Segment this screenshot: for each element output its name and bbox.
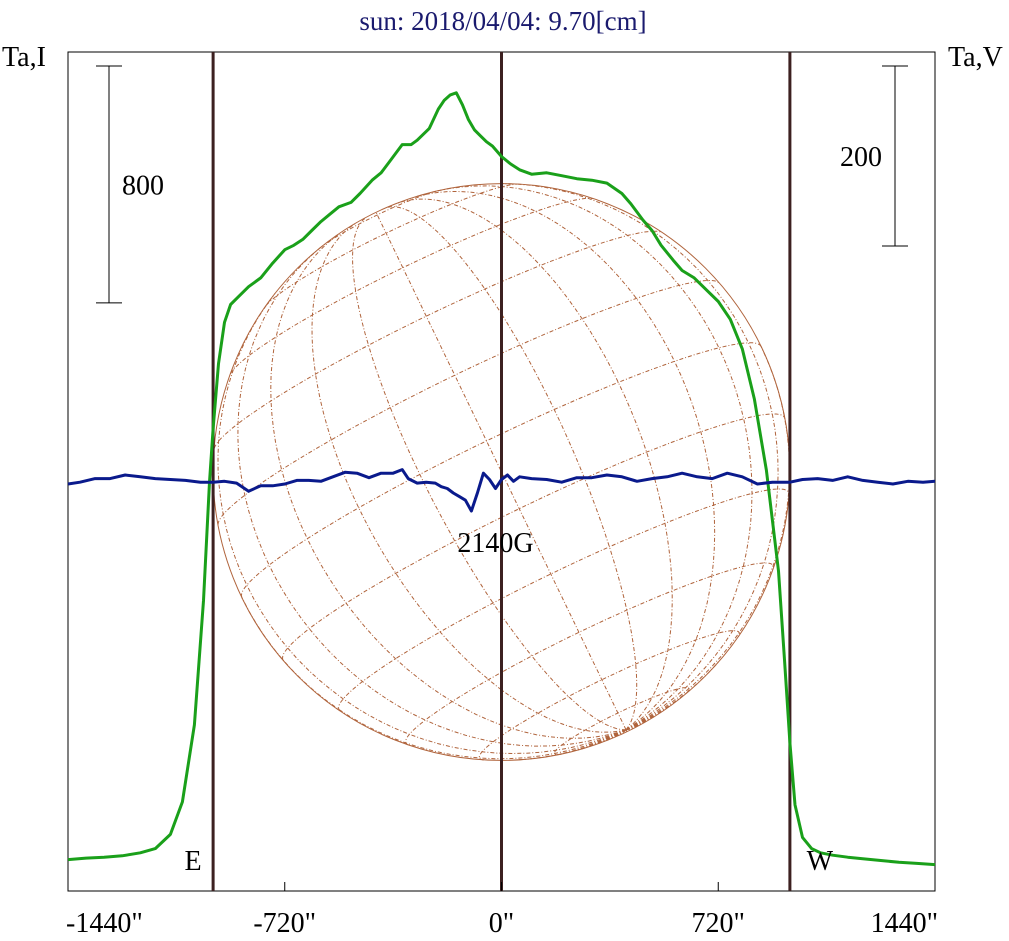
- longitude-line: [514, 729, 627, 761]
- solar-disk: [212, 183, 791, 761]
- left-axis-label: Ta,I: [2, 42, 46, 73]
- longitude-line: [502, 183, 779, 731]
- x-tick-label: 1440": [871, 908, 938, 939]
- latitude-line: [240, 342, 762, 598]
- longitude-line: [375, 212, 627, 731]
- latitude-line: [405, 562, 775, 746]
- longitude-line: [577, 729, 627, 751]
- data-series: [67, 91, 936, 867]
- limb-marker-e: E: [185, 846, 202, 877]
- longitude-line: [625, 346, 790, 731]
- longitude-line: [270, 233, 627, 739]
- longitude-line: [625, 704, 672, 731]
- longitude-line: [241, 597, 627, 760]
- polarization-series-line: [67, 468, 936, 513]
- latitude-line: [337, 488, 790, 712]
- scale-bars: 800 200: [96, 65, 908, 304]
- x-tick-label: 720": [692, 908, 745, 939]
- latitude-line: [265, 183, 518, 306]
- latitude-line: [229, 197, 594, 375]
- latitude-line: [213, 230, 662, 449]
- intensity-scale-label: 800: [122, 170, 164, 201]
- chart-title: sun: 2018/04/04: 9.70[cm]: [359, 6, 646, 36]
- longitude-line: [437, 185, 753, 731]
- x-tick-label: 0": [489, 908, 514, 939]
- intensity-series-line: [67, 91, 936, 867]
- latitude-line: [319, 189, 440, 249]
- x-tick-label: -1440": [66, 908, 143, 939]
- longitude-line: [351, 217, 627, 731]
- limb-lines: [211, 52, 792, 891]
- longitude-line: [396, 198, 673, 731]
- longitude-line: [415, 190, 716, 731]
- x-tick-label: -720": [253, 908, 316, 939]
- longitude-line: [311, 222, 627, 733]
- right-axis-label: Ta,V: [948, 42, 1003, 73]
- longitude-line: [625, 727, 635, 731]
- polarization-scale-label: 200: [840, 142, 882, 173]
- x-axis-ticks: -1440" -720" 0" 720" 1440": [66, 882, 938, 939]
- longitude-line: [386, 206, 638, 731]
- longitude-line: [625, 661, 720, 731]
- active-region-label: 2140G: [457, 528, 533, 559]
- limb-marker-w: W: [807, 846, 834, 877]
- longitude-line: [237, 246, 627, 747]
- latitude-line: [281, 413, 785, 661]
- longitude-line: [217, 293, 627, 755]
